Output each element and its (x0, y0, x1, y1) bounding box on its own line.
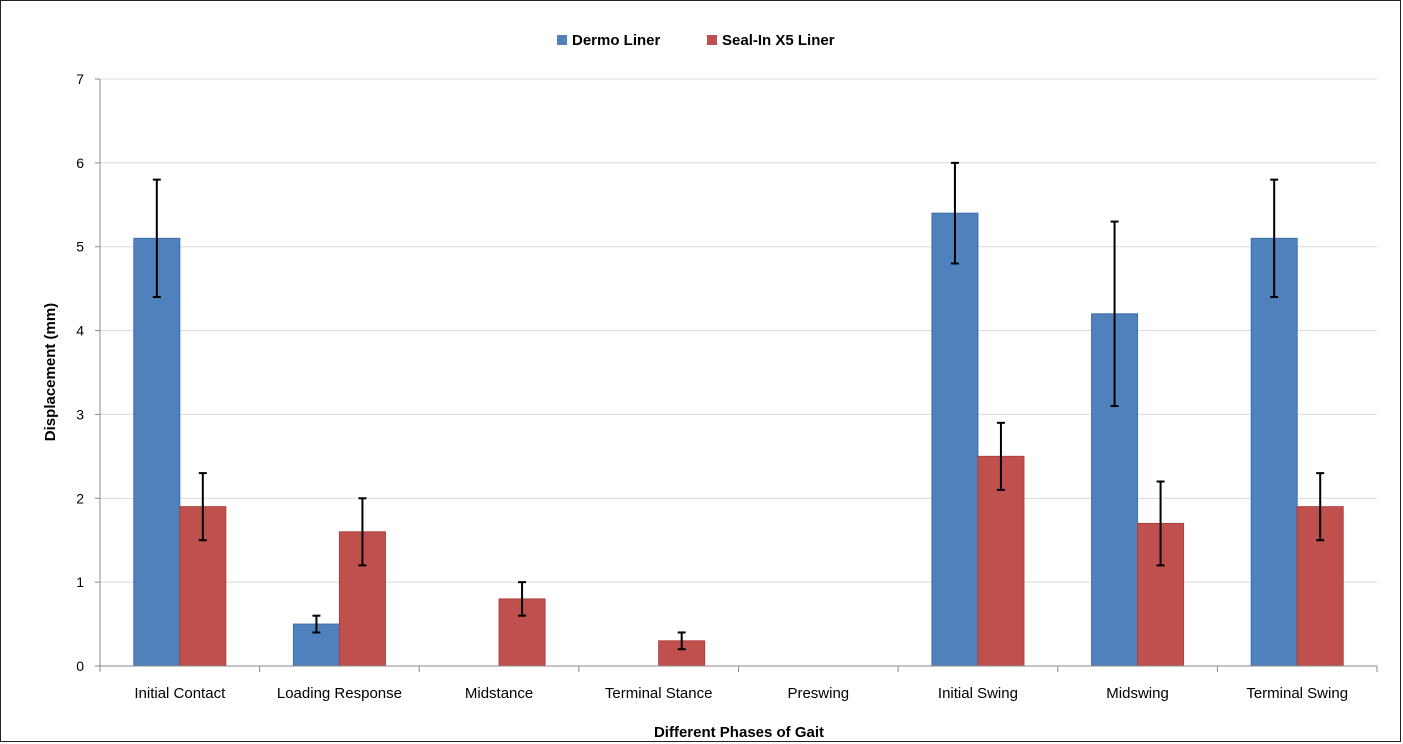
y-axis-title: Displacement (mm) (42, 303, 59, 441)
gridlines (100, 78, 1377, 583)
x-tick-label-6: Midswing (1106, 685, 1169, 702)
bar-1-5 (977, 455, 1025, 667)
legend-label-seal-in-x5-liner: Seal-In X5 Liner (722, 32, 835, 49)
bar-0-7 (1250, 237, 1298, 667)
x-tick-labels: Initial Contact Loading Response Midstance… (134, 685, 1348, 702)
bar-0-0 (133, 237, 181, 667)
y-tick-label-3: 3 (76, 406, 84, 422)
y-tick-label-6: 6 (76, 155, 84, 171)
x-tick-label-4: Preswing (787, 685, 849, 702)
x-tick-label-5: Initial Swing (938, 685, 1018, 702)
error-bars (152, 161, 1325, 651)
legend-swatch-seal-in-x5-liner (707, 35, 717, 45)
y-tick-label-1: 1 (76, 574, 84, 590)
x-tick-label-3: Terminal Stance (605, 685, 713, 702)
x-tick-label-7: Terminal Swing (1246, 685, 1348, 702)
legend-swatch-dermo-liner (557, 35, 567, 45)
y-tick-label-5: 5 (76, 239, 84, 255)
bar-0-5 (931, 212, 979, 667)
bars (133, 212, 1344, 667)
y-tick-label-0: 0 (76, 658, 84, 674)
x-tick-label-1: Loading Response (277, 685, 402, 702)
y-tick-labels: 0 1 2 3 4 5 6 7 (76, 71, 84, 674)
x-axis-title: Different Phases of Gait (654, 724, 824, 741)
x-tick-label-2: Midstance (465, 685, 533, 702)
y-tick-label-7: 7 (76, 71, 84, 87)
bar-1-6 (1137, 522, 1185, 667)
x-tick-label-0: Initial Contact (134, 685, 226, 702)
axes (95, 78, 1378, 672)
legend: Dermo Liner Seal-In X5 Liner (557, 32, 835, 49)
legend-label-dermo-liner: Dermo Liner (572, 32, 661, 49)
y-tick-label-2: 2 (76, 490, 84, 506)
y-tick-label-4: 4 (76, 323, 84, 339)
